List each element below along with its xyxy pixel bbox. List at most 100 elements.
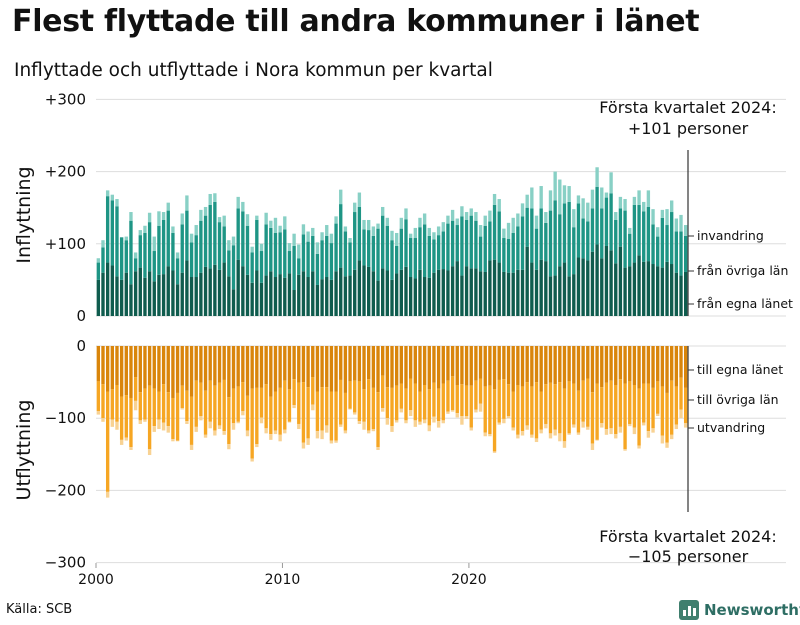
bar-segment: [567, 186, 571, 202]
bar-segment: [325, 225, 329, 236]
bar-segment: [367, 346, 371, 380]
bar-segment: [558, 179, 562, 215]
bar-segment: [413, 420, 417, 427]
bar-segment: [399, 228, 403, 270]
bar-segment: [152, 281, 156, 316]
bar-segment: [381, 215, 385, 269]
bar-segment: [497, 211, 501, 263]
bar-segment: [534, 438, 539, 443]
bar-segment: [478, 378, 483, 404]
bar-segment: [427, 346, 431, 390]
bar-segment: [595, 244, 599, 316]
bar-segment: [259, 251, 264, 283]
bar-segment: [427, 227, 431, 236]
bar-segment: [646, 190, 651, 207]
bar-segment: [147, 385, 152, 450]
bar-segment: [292, 290, 296, 316]
bar-segment: [553, 384, 557, 430]
x-tick-label: 2010: [265, 572, 301, 588]
bar-segment: [255, 346, 259, 388]
bar-segment: [143, 277, 147, 316]
y-tick-label-inflow: +300: [45, 90, 86, 108]
bar-segment: [315, 346, 320, 392]
bar-segment: [683, 271, 688, 316]
bar-segment: [516, 213, 520, 227]
bar-segment: [199, 416, 203, 421]
bar-segment: [264, 212, 268, 225]
bar-segment: [185, 390, 189, 422]
bar-segment: [217, 425, 222, 430]
bar-segment: [217, 217, 222, 223]
bar-segment: [311, 227, 315, 236]
bar-segment: [572, 346, 576, 384]
bar-segment: [520, 216, 525, 270]
bar-segment: [488, 385, 492, 435]
bar-segment: [236, 421, 240, 424]
bar-segment: [189, 277, 194, 316]
bar-segment: [511, 427, 515, 431]
bar-segment: [511, 232, 515, 273]
bar-segment: [469, 215, 473, 269]
bar-segment: [525, 194, 529, 208]
bar-segment: [394, 385, 399, 421]
bar-segment: [408, 238, 413, 278]
bar-segment: [101, 418, 105, 422]
bar-segment: [119, 396, 124, 440]
bar-segment: [520, 431, 525, 436]
bar-segment: [590, 443, 595, 450]
bar-segment: [348, 408, 352, 410]
bar-segment: [381, 375, 385, 409]
bar-segment: [432, 239, 436, 273]
bar-segment: [581, 218, 585, 259]
y-tick-label-outflow: −100: [45, 409, 86, 427]
bar-segment: [502, 418, 506, 424]
bar-segment: [259, 243, 264, 252]
bar-segment: [208, 204, 212, 269]
bar-segment: [133, 400, 138, 411]
bar-segment: [497, 262, 501, 316]
bar-segment: [562, 185, 567, 204]
bar-segment: [231, 423, 236, 430]
bar-segment: [432, 232, 436, 240]
bar-segment: [656, 266, 660, 316]
bar-segment: [124, 395, 128, 438]
bar-segment: [488, 346, 492, 386]
bar-segment: [492, 193, 497, 205]
bar-segment: [506, 346, 511, 385]
bar-segment: [133, 252, 138, 259]
bar-segment: [590, 251, 595, 316]
bar-segment: [474, 346, 478, 381]
bar-segment: [157, 346, 161, 392]
bar-segment: [446, 411, 450, 414]
bar-segment: [469, 346, 473, 386]
bar-segment: [119, 346, 124, 397]
bar-segment: [679, 214, 683, 232]
bar-segment: [152, 236, 156, 252]
bar-segment: [255, 215, 259, 220]
bar-segment: [478, 346, 483, 379]
bar-segment: [334, 271, 338, 316]
bar-segment: [432, 382, 436, 417]
bar-segment: [474, 268, 478, 316]
bar-segment: [166, 210, 170, 267]
bar-segment: [413, 227, 417, 239]
bar-segment: [460, 216, 464, 276]
bar-segment: [628, 233, 632, 267]
bar-segment: [152, 251, 156, 282]
bar-segment: [576, 203, 581, 258]
bar-segment: [241, 201, 245, 212]
bar-segment: [213, 385, 217, 431]
bar-segment: [609, 172, 613, 194]
bar-segment: [189, 346, 194, 397]
bar-segment: [404, 208, 408, 220]
bar-segment: [194, 225, 198, 236]
bar-segment: [422, 224, 427, 278]
bar-segment: [646, 206, 651, 262]
bar-segment: [306, 346, 310, 388]
gridlines: [96, 98, 786, 564]
bar-segment: [362, 229, 366, 266]
y-tick-label-outflow: 0: [76, 337, 86, 355]
bar-segment: [264, 224, 268, 276]
bar-segment: [376, 392, 380, 448]
newsworthy-logo: Newsworthy: [679, 600, 800, 620]
